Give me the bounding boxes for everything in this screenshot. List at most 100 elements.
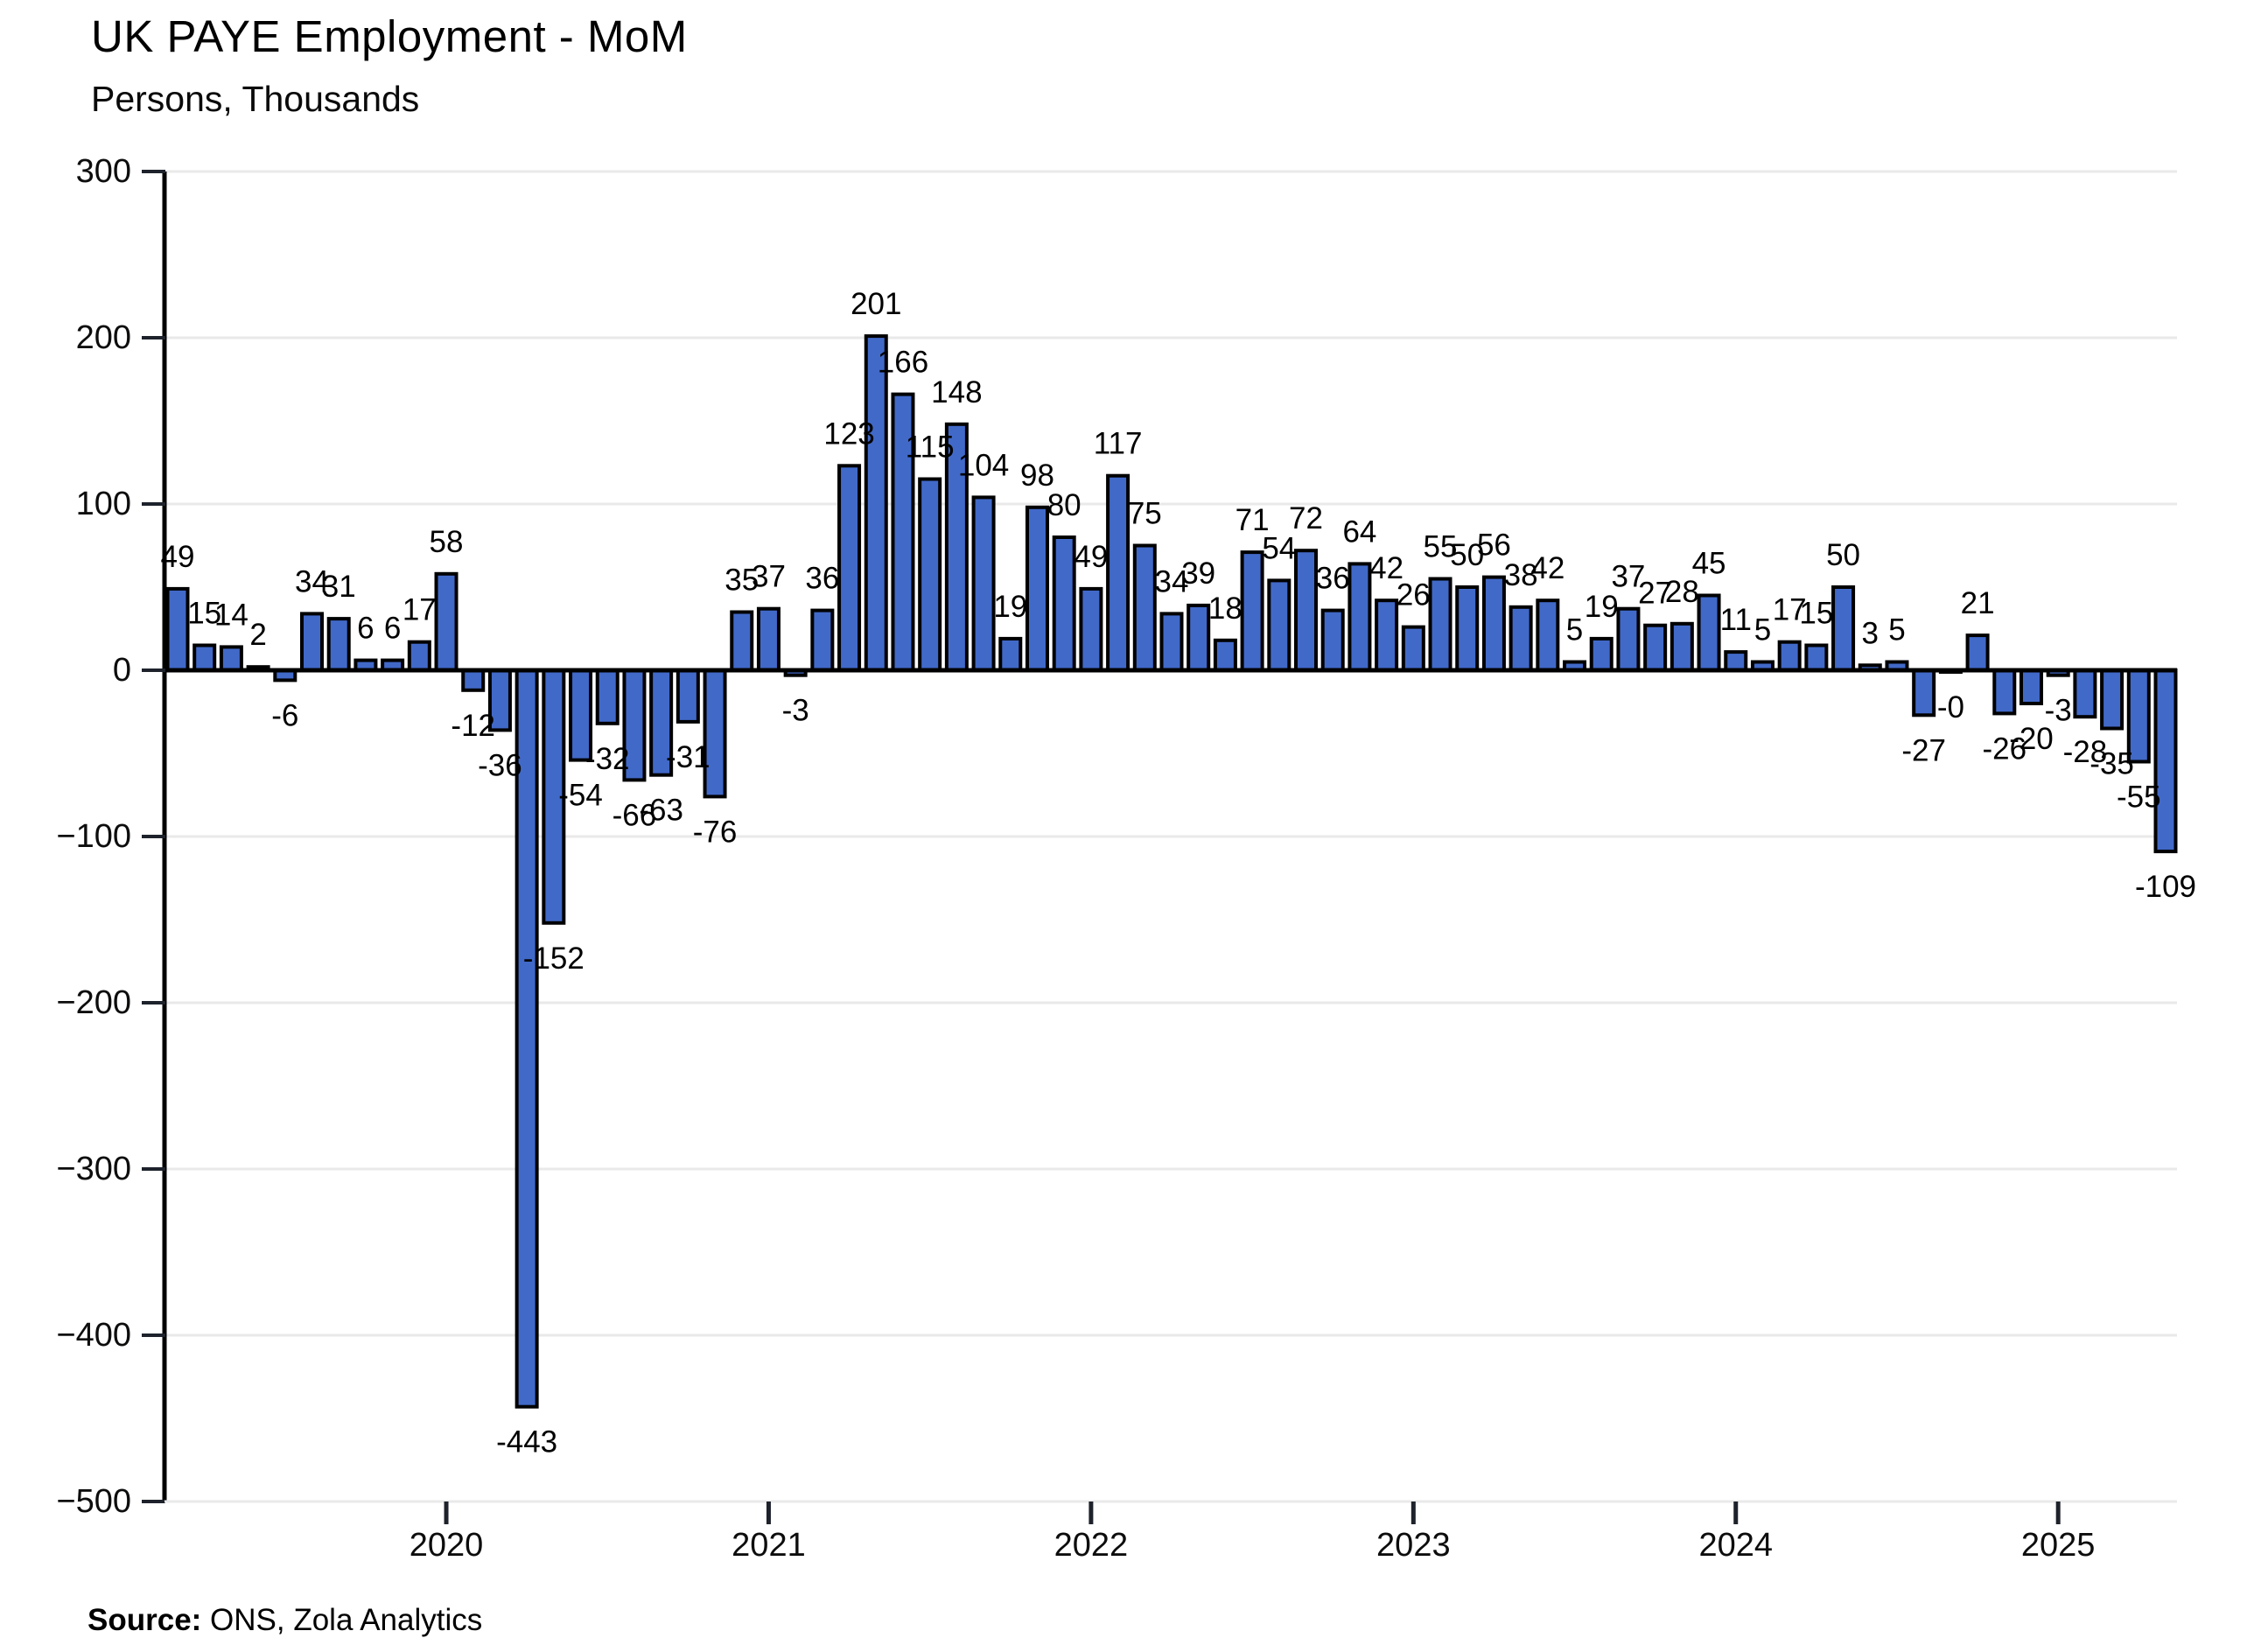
bar-value-label: -36 bbox=[478, 748, 522, 782]
bar-value-label: 2 bbox=[249, 618, 266, 652]
bar-value-label: 39 bbox=[1181, 556, 1215, 591]
bar bbox=[1375, 598, 1399, 673]
bar bbox=[1132, 543, 1157, 672]
y-tick-label: −100 bbox=[56, 818, 131, 855]
bar-value-label: 15 bbox=[1799, 597, 1833, 631]
bar bbox=[1294, 549, 1319, 673]
bar bbox=[756, 606, 780, 673]
bar-value-label: -35 bbox=[2090, 747, 2134, 781]
bar-value-label: -28 bbox=[2063, 735, 2108, 769]
chart-title: UK PAYE Employment - MoM bbox=[91, 11, 688, 61]
bar-value-label: -3 bbox=[2045, 694, 2072, 728]
bar-value-label: 21 bbox=[1961, 586, 1995, 620]
bar bbox=[1965, 634, 1990, 672]
bar bbox=[1589, 636, 1614, 673]
bar-value-label: 17 bbox=[1773, 593, 1807, 627]
bar-value-label: -66 bbox=[612, 798, 657, 832]
bar-value-label: 75 bbox=[1128, 497, 1162, 531]
bar bbox=[2153, 668, 2178, 854]
bar bbox=[1616, 606, 1641, 673]
bar bbox=[1348, 562, 1372, 673]
bar-value-label: 34 bbox=[1155, 564, 1189, 598]
bar bbox=[1240, 550, 1264, 672]
bar bbox=[703, 668, 727, 799]
y-tick-label: 0 bbox=[113, 652, 131, 689]
bar-value-label: 42 bbox=[1530, 551, 1564, 585]
bar-value-label: 34 bbox=[295, 564, 329, 598]
bar-value-label: 98 bbox=[1020, 458, 1054, 493]
bar-value-label: 56 bbox=[1477, 528, 1511, 563]
bar bbox=[1992, 668, 2017, 716]
bar-value-label: 80 bbox=[1047, 488, 1082, 522]
y-tick-label: −200 bbox=[56, 984, 131, 1021]
bar-value-label: -54 bbox=[558, 779, 603, 813]
bar bbox=[434, 571, 458, 672]
bar bbox=[1697, 593, 1721, 672]
bar bbox=[1052, 536, 1076, 672]
y-tick-label: −300 bbox=[56, 1151, 131, 1187]
bar-value-label: 45 bbox=[1692, 547, 1726, 581]
bar bbox=[1079, 586, 1103, 673]
bar-value-label: 117 bbox=[1094, 427, 1143, 461]
bar bbox=[2019, 668, 2043, 705]
bar-value-label: -443 bbox=[496, 1425, 557, 1460]
bar bbox=[1428, 577, 1452, 672]
bar bbox=[1267, 578, 1292, 673]
bar-value-label: 115 bbox=[906, 430, 955, 465]
bar bbox=[1777, 640, 1802, 673]
y-tick-label: 200 bbox=[76, 319, 131, 356]
bar bbox=[837, 464, 862, 672]
bar bbox=[676, 668, 700, 724]
bar bbox=[2073, 668, 2097, 719]
bar-value-label: -63 bbox=[639, 794, 683, 828]
bar-value-label: 201 bbox=[850, 287, 901, 321]
bar bbox=[1159, 612, 1184, 673]
bar bbox=[1320, 608, 1345, 672]
bar bbox=[810, 608, 835, 672]
source-value: ONS, Zola Analytics bbox=[201, 1603, 483, 1637]
bar-value-label: 28 bbox=[1665, 575, 1699, 609]
source-label: Source: bbox=[88, 1603, 202, 1637]
bar-value-label: 58 bbox=[430, 525, 464, 559]
bar bbox=[1455, 585, 1480, 672]
bar bbox=[1508, 605, 1533, 672]
bar-value-label: -109 bbox=[2135, 870, 2196, 904]
bar-value-label: 15 bbox=[187, 597, 221, 631]
bar-value-label: 37 bbox=[1611, 560, 1645, 594]
bar bbox=[1401, 625, 1425, 672]
bar bbox=[1724, 650, 1748, 672]
bar-value-label: -31 bbox=[666, 740, 710, 774]
x-tick-label: 2024 bbox=[1698, 1527, 1773, 1564]
y-tick-label: −500 bbox=[56, 1483, 131, 1520]
bar-value-label: 42 bbox=[1369, 551, 1404, 585]
x-tick-label: 2020 bbox=[410, 1527, 484, 1564]
bar bbox=[1643, 623, 1668, 673]
bar-value-label: 166 bbox=[878, 346, 928, 380]
x-tick-label: 2023 bbox=[1376, 1527, 1451, 1564]
bar-value-label: 123 bbox=[823, 416, 874, 451]
bar bbox=[461, 668, 486, 692]
bar-value-label: 36 bbox=[1316, 562, 1350, 596]
bar-value-label: -3 bbox=[782, 694, 809, 728]
bar bbox=[918, 477, 942, 672]
bar bbox=[192, 643, 217, 672]
y-tick-label: −400 bbox=[56, 1317, 131, 1354]
bar bbox=[864, 334, 888, 672]
bar-value-label: 50 bbox=[1450, 538, 1484, 572]
bar-value-label: 26 bbox=[1396, 578, 1431, 612]
bar-value-label: -20 bbox=[2009, 722, 2054, 756]
bar-value-label: 31 bbox=[322, 570, 356, 604]
bar bbox=[407, 640, 431, 673]
bar bbox=[1025, 505, 1049, 672]
bar-value-label: 19 bbox=[1585, 590, 1619, 624]
bar bbox=[730, 610, 754, 672]
bar-value-label: 38 bbox=[1504, 558, 1538, 592]
bar bbox=[165, 586, 190, 673]
bar-value-label: 5 bbox=[1566, 613, 1583, 648]
bar-value-label: 55 bbox=[1424, 530, 1458, 564]
bar bbox=[300, 612, 325, 673]
bar-value-label: 18 bbox=[1208, 592, 1242, 626]
chart-subtitle: Persons, Thousands bbox=[91, 79, 420, 119]
bar-value-label: -32 bbox=[585, 742, 630, 776]
bar bbox=[1831, 585, 1856, 672]
